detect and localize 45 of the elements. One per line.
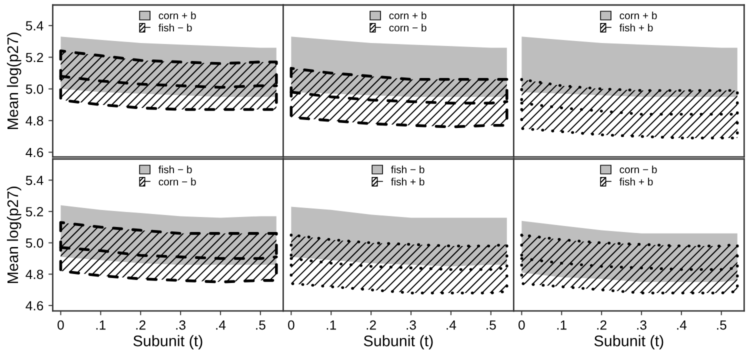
legend-label: corn − b — [389, 24, 426, 32]
x-tick-label: .1 — [326, 320, 336, 330]
legend-label: corn + b — [620, 12, 657, 20]
x-tick-label: 0 — [58, 320, 64, 330]
x-tick-label: .3 — [406, 320, 416, 330]
x-tick-label: .3 — [176, 320, 186, 330]
x-tick-label: .5 — [717, 320, 726, 330]
x-axis-title: Subunit (t) — [594, 335, 664, 350]
legend-label: corn − b — [620, 166, 657, 174]
legend-label: fish + b — [391, 178, 424, 186]
legend-label: fish + b — [619, 24, 653, 32]
y-tick-label: 5.2 — [26, 207, 44, 216]
x-tick-label: .1 — [557, 320, 566, 330]
x-tick-label: 0 — [288, 320, 294, 330]
x-tick-label: 0 — [518, 320, 525, 330]
legend-label: fish − b — [158, 166, 192, 174]
y-tick-label: 5.0 — [26, 84, 44, 94]
y-axis-title: Mean log(p27) — [6, 186, 22, 283]
x-tick-label: .1 — [96, 320, 106, 330]
y-tick-label: 5.4 — [26, 21, 44, 30]
x-tick-label: .5 — [256, 320, 266, 330]
x-tick-label: .4 — [677, 320, 687, 330]
x-tick-label: .2 — [366, 320, 376, 330]
x-tick-label: .2 — [597, 320, 606, 330]
y-tick-label: 5.0 — [26, 238, 44, 248]
y-tick-label: 4.6 — [26, 301, 44, 310]
legend-label: fish − b — [158, 24, 192, 32]
y-tick-label: 5.2 — [26, 52, 44, 62]
y-axis-title: Mean log(p27) — [6, 32, 22, 129]
y-tick-label: 5.4 — [26, 176, 44, 186]
x-tick-label: .5 — [486, 320, 496, 330]
y-tick-label: 4.6 — [26, 148, 44, 158]
x-tick-label: .4 — [446, 320, 456, 330]
x-axis-title: Subunit (t) — [133, 335, 202, 350]
x-axis-title: Subunit (t) — [364, 335, 433, 350]
legend-label: corn + b — [158, 12, 196, 20]
x-tick-label: .3 — [637, 320, 646, 330]
legend-label: fish + b — [619, 178, 653, 186]
y-tick-label: 4.8 — [26, 116, 44, 126]
legend-label: corn + b — [389, 12, 426, 20]
x-tick-label: .4 — [216, 320, 226, 330]
x-tick-label: .2 — [136, 320, 146, 330]
legend-label: fish − b — [391, 166, 424, 174]
legend-label: corn − b — [158, 178, 196, 186]
y-tick-label: 4.8 — [26, 270, 44, 280]
